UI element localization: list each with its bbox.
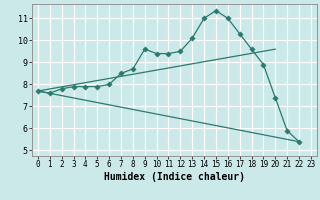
X-axis label: Humidex (Indice chaleur): Humidex (Indice chaleur) (104, 172, 245, 182)
